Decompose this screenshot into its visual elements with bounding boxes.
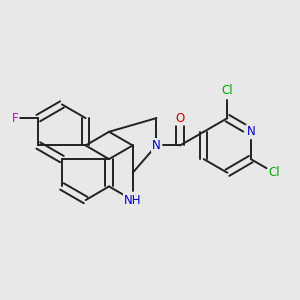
Text: NH: NH xyxy=(124,194,141,207)
Text: N: N xyxy=(152,139,161,152)
Text: N: N xyxy=(246,125,255,138)
Text: Cl: Cl xyxy=(268,166,280,179)
Text: O: O xyxy=(176,112,185,124)
Text: F: F xyxy=(12,112,18,124)
Text: Cl: Cl xyxy=(222,84,233,97)
